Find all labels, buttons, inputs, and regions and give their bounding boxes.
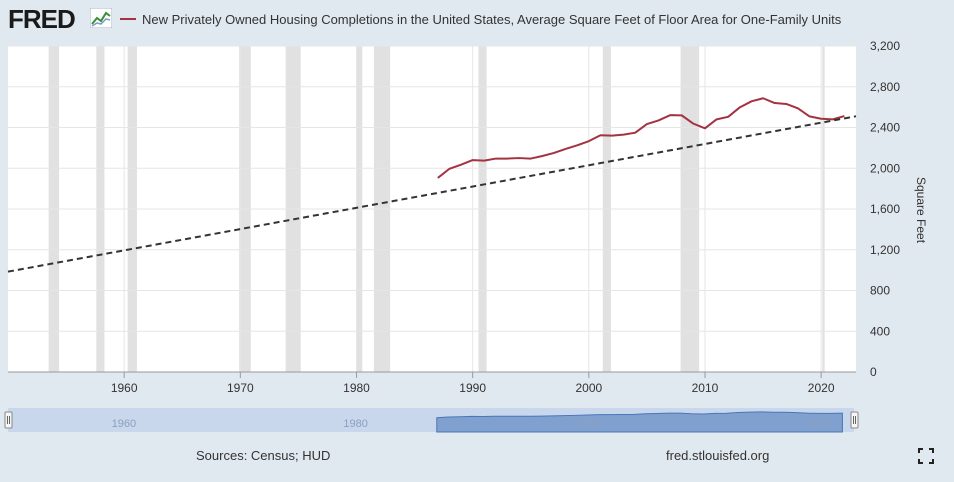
y-tick-label: 800 <box>870 284 890 298</box>
x-tick-label: 2010 <box>692 381 719 395</box>
trend-line <box>7 115 857 273</box>
axes: 0 400 800 1,200 1,600 2,000 2,400 2,800 3,200 196… <box>8 39 900 395</box>
expand-icon[interactable] <box>918 448 934 464</box>
navigator-right-handle[interactable] <box>850 411 859 429</box>
series-lines <box>7 97 857 273</box>
y-tick-label: 0 <box>870 365 877 379</box>
y-tick-label: 2,800 <box>870 80 900 94</box>
y-tick-label: 2,400 <box>870 121 900 135</box>
x-tick-label: 1990 <box>459 381 486 395</box>
range-navigator[interactable]: 1960 1980 2000 2020 <box>4 408 859 433</box>
chart-header: FRED New Privately Owned Housing Complet… <box>0 0 954 40</box>
x-tick-label: 2020 <box>808 381 835 395</box>
x-tick-label: 2000 <box>575 381 602 395</box>
fred-logo[interactable]: FRED <box>8 4 76 34</box>
navigator-tick-label: 2000 <box>575 418 599 430</box>
y-tick-label: 400 <box>870 324 890 338</box>
navigator-tick-label: 1960 <box>112 418 136 430</box>
y-tick-label: 1,200 <box>870 243 900 257</box>
x-tick-label: 1960 <box>111 381 138 395</box>
navigator-left-handle[interactable] <box>4 411 13 429</box>
site-link[interactable]: fred.stlouisfed.org <box>666 448 770 463</box>
y-tick-label: 1,600 <box>870 202 900 216</box>
chart-canvas[interactable]: 0 400 800 1,200 1,600 2,000 2,400 2,800 3,200 196… <box>0 0 954 440</box>
navigator-tick-label: 1980 <box>343 418 367 430</box>
chart-legend[interactable]: New Privately Owned Housing Completions … <box>120 10 841 28</box>
sources-text: Sources: Census; HUD <box>196 448 331 463</box>
y-axis-label: Square Feet <box>914 177 928 244</box>
y-tick-label: 3,200 <box>870 39 900 53</box>
legend-label: New Privately Owned Housing Completions … <box>142 11 842 27</box>
x-tick-label: 1980 <box>343 381 370 395</box>
series-line <box>437 97 845 179</box>
x-tick-label: 1970 <box>227 381 254 395</box>
legend-swatch <box>120 18 136 20</box>
line-chart-icon <box>90 8 112 28</box>
navigator-series-area <box>436 411 843 433</box>
y-tick-label: 2,000 <box>870 161 900 175</box>
navigator-tick-label: 2020 <box>807 418 831 430</box>
